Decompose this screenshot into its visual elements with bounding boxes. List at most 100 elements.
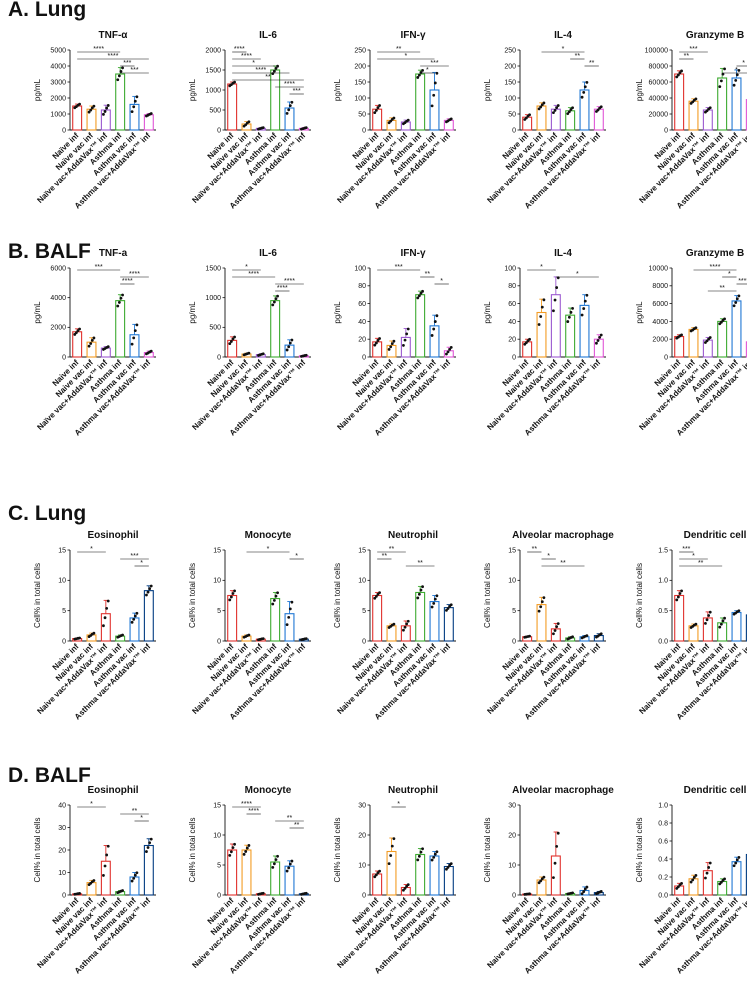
data-point <box>145 850 148 853</box>
data-point <box>694 326 698 330</box>
data-point <box>106 599 110 603</box>
data-point <box>133 614 137 618</box>
data-point <box>119 70 123 73</box>
data-point <box>417 73 421 77</box>
y-tick-label: 5 <box>217 862 221 869</box>
y-tick-label: 250 <box>354 47 366 54</box>
data-point <box>676 73 680 77</box>
data-point <box>445 352 448 356</box>
data-point <box>247 633 251 637</box>
data-point <box>244 850 248 853</box>
y-axis-label: pg/mL <box>188 301 197 324</box>
y-tick-label: 1000 <box>205 295 221 302</box>
chart-title: TNF-α <box>99 30 129 41</box>
data-point <box>106 104 110 107</box>
y-tick-label: 0 <box>362 354 366 361</box>
y-tick-label: 0.6 <box>658 838 668 845</box>
data-point <box>148 841 152 845</box>
data-point <box>675 598 679 602</box>
significance-label: ** <box>684 53 690 60</box>
chart-panel: Dendritic cell 0.0 0.2 0.4 0.6 0.8 1.0 Cell% in… <box>635 785 747 976</box>
chart-title: Alveolar macrophage <box>512 785 614 796</box>
data-point <box>555 106 559 110</box>
data-point <box>304 891 308 895</box>
data-point <box>78 327 81 331</box>
y-tick-label: 15 <box>358 547 366 554</box>
bar <box>227 83 238 131</box>
data-point <box>92 879 96 882</box>
y-tick-label: 10000 <box>649 265 669 272</box>
data-point <box>719 320 723 324</box>
y-tick-label: 150 <box>504 79 516 86</box>
bar <box>745 614 747 642</box>
chart-title: Granzyme B <box>686 30 744 41</box>
data-point <box>102 874 105 877</box>
bar <box>717 622 728 642</box>
data-point <box>233 80 236 84</box>
chart-title: Neutrophil <box>388 530 438 541</box>
data-point <box>599 890 603 893</box>
bar <box>429 325 440 358</box>
data-point <box>435 850 439 854</box>
data-point <box>571 307 574 310</box>
bar <box>688 328 699 358</box>
chart-title: Monocyte <box>245 785 292 796</box>
y-tick-label: 10 <box>213 578 221 585</box>
y-tick-label: 100 <box>504 265 516 272</box>
data-point <box>229 340 233 343</box>
data-point <box>402 888 405 892</box>
data-point <box>689 880 693 884</box>
data-point <box>133 873 137 877</box>
data-point <box>585 634 589 638</box>
y-tick-label: 1.0 <box>658 578 668 585</box>
data-point <box>524 116 528 120</box>
y-tick-label: 0 <box>512 892 516 899</box>
y-tick-label: 0.5 <box>658 608 668 615</box>
data-point <box>580 95 584 99</box>
data-point <box>78 892 81 895</box>
data-point <box>582 307 586 310</box>
y-tick-label: 30 <box>508 802 516 809</box>
y-tick-label: 1.0 <box>658 802 668 809</box>
y-tick-label: 0 <box>62 127 66 134</box>
significance-label: ** <box>575 53 581 60</box>
data-point <box>723 616 726 620</box>
significance-label: * <box>692 553 695 560</box>
data-point <box>417 294 421 298</box>
data-point <box>373 875 377 879</box>
significance-label: *** <box>689 46 697 53</box>
data-point <box>373 343 377 347</box>
bar <box>415 73 426 131</box>
significance-label: *** <box>430 60 438 67</box>
bar <box>745 341 747 358</box>
data-point <box>537 881 541 885</box>
data-point <box>735 73 739 77</box>
data-point <box>449 603 453 607</box>
data-point <box>571 635 574 639</box>
data-point <box>245 846 249 850</box>
data-point <box>595 341 598 345</box>
data-point <box>373 111 377 115</box>
data-point <box>737 856 741 859</box>
y-axis-label: Cell% in total cells <box>33 563 42 628</box>
data-point <box>705 339 709 343</box>
chart-panel: Alveolar macrophage 0 5 10 15 Cell% in total … <box>483 530 614 722</box>
data-point <box>421 847 424 851</box>
data-point <box>288 341 292 345</box>
data-point <box>261 126 265 130</box>
data-point <box>145 593 148 597</box>
y-tick-label: 20000 <box>649 111 669 118</box>
y-tick-label: 30 <box>358 802 366 809</box>
data-point <box>585 293 589 297</box>
data-point <box>552 876 555 879</box>
data-point <box>287 615 291 619</box>
data-point <box>149 112 153 115</box>
y-tick-label: 250 <box>504 47 516 54</box>
y-tick-label: 0 <box>664 354 668 361</box>
data-point <box>392 339 396 343</box>
data-point <box>596 339 600 342</box>
data-point <box>285 623 289 627</box>
bar <box>674 335 685 358</box>
